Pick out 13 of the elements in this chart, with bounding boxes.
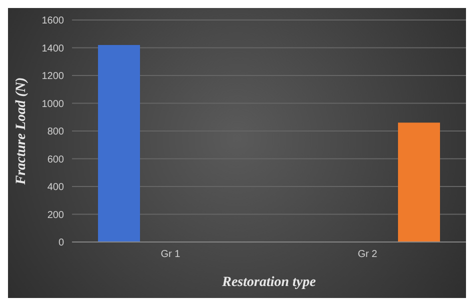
x-axis-title: Restoration type — [221, 275, 316, 290]
y-tick-label: 400 — [47, 182, 64, 194]
x-tick-label: Gr 1 — [160, 249, 181, 260]
y-tick-label: 600 — [47, 154, 64, 166]
y-tick-label: 1000 — [42, 98, 64, 110]
y-tick-label: 200 — [47, 210, 64, 221]
y-axis-title: Fracture Load (N) — [14, 77, 29, 186]
y-tick-label: 800 — [47, 126, 64, 138]
y-tick-label: 1200 — [42, 71, 64, 82]
y-tick-label: 1400 — [42, 43, 64, 54]
x-tick-label: Gr 2 — [358, 249, 378, 260]
y-tick-label: 0 — [58, 238, 64, 249]
y-tick-label: 1600 — [42, 16, 64, 27]
